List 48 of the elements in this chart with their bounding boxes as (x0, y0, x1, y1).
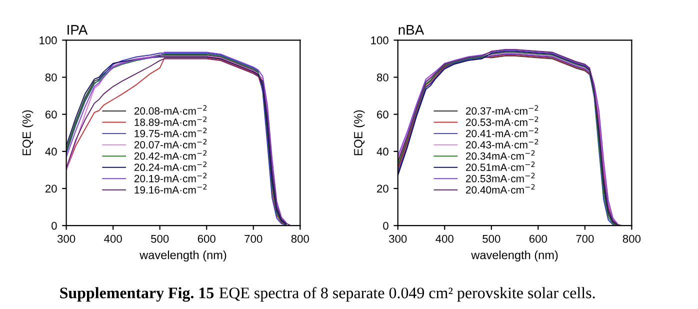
x-tick-label: 700 (576, 234, 594, 243)
y-axis-title: EQE (%) (22, 110, 34, 156)
y-tick-label: 100 (40, 36, 57, 44)
legend-label: 19.75-mA·cm$^{−2}$ (134, 128, 207, 138)
y-tick-label: 100 (371, 36, 388, 44)
y-tick-label: 60 (377, 110, 388, 118)
legend-label: 20.40mA·cm$^{−2}$ (466, 184, 535, 194)
x-axis-title: wavelength (nm) (140, 250, 226, 262)
x-tick-label: 800 (291, 234, 309, 243)
legend-label: 20.24-mA·cm$^{−2}$ (134, 162, 207, 172)
y-tick-label: 60 (45, 110, 57, 118)
x-tick-label: 400 (104, 234, 122, 243)
x-tick-label: 800 (622, 234, 641, 243)
legend-label: 20.42-mA·cm$^{−2}$ (134, 150, 207, 160)
legend-label: 20.19-mA·cm$^{−2}$ (134, 172, 207, 182)
y-tick-label: 20 (377, 184, 388, 193)
y-tick-label: 40 (376, 148, 388, 156)
x-tick-label: 300 (389, 234, 407, 243)
chart-title: nBA (398, 25, 424, 35)
legend-label: 20.53-mA·cm$^{−2}$ (466, 116, 538, 126)
legend-label: 20.43-mA·cm$^{−2}$ (466, 138, 538, 148)
x-tick-label: 500 (151, 234, 169, 243)
legend-label: 20.07-mA·cm$^{−2}$ (134, 138, 207, 148)
x-tick-label: 600 (529, 234, 547, 243)
y-tick-label: 80 (376, 74, 388, 82)
legend-label: 20.41-mA·cm$^{−2}$ (466, 128, 538, 138)
y-tick-label: 0 (52, 222, 57, 230)
y-axis-title: EQE (%) (354, 110, 365, 156)
y-tick-label: 0 (383, 222, 388, 230)
x-tick-label: 700 (244, 234, 262, 243)
y-tick-label: 40 (45, 148, 57, 156)
y-tick-label: 20 (45, 184, 57, 193)
legend-label: 18.89-mA·cm$^{−2}$ (134, 116, 207, 126)
legend-label: 19.16-mA·cm$^{−2}$ (134, 184, 207, 194)
legend-label: 20.34mA·cm$^{−2}$ (466, 150, 535, 160)
legend-label: 20.53mA·cm$^{−2}$ (466, 172, 535, 182)
text: Supplementary Fig. 15 (60, 287, 214, 302)
y-tick-label: 80 (45, 74, 57, 82)
x-tick-label: 600 (198, 234, 216, 243)
chart-title: IPA (68, 25, 88, 35)
text: EQE spectra of 8 separate 0.049 cm² perovskite solar cells. (219, 286, 595, 302)
x-tick-label: 400 (436, 234, 454, 243)
legend-label: 20.37-mA·cm$^{−2}$ (466, 105, 538, 115)
x-axis-title: wavelength (nm) (471, 250, 558, 262)
x-tick-label: 500 (482, 234, 500, 243)
legend-label: 20.08-mA·cm$^{−2}$ (134, 105, 207, 115)
x-tick-label: 300 (57, 234, 76, 243)
legend-label: 20.51mA·cm$^{−2}$ (466, 162, 535, 172)
